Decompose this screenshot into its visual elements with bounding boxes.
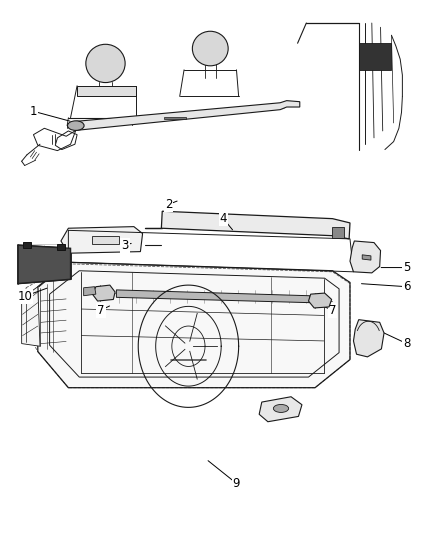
Polygon shape xyxy=(77,86,136,96)
Text: 1: 1 xyxy=(30,105,37,118)
Polygon shape xyxy=(161,211,350,239)
Polygon shape xyxy=(259,397,302,422)
Polygon shape xyxy=(92,285,115,301)
Polygon shape xyxy=(362,255,371,260)
Polygon shape xyxy=(18,245,71,284)
Text: 5: 5 xyxy=(403,261,410,274)
Polygon shape xyxy=(61,227,143,253)
Ellipse shape xyxy=(273,405,289,413)
Polygon shape xyxy=(359,43,392,70)
Polygon shape xyxy=(76,101,300,131)
Bar xyxy=(332,227,344,238)
Ellipse shape xyxy=(67,121,84,131)
Text: 4: 4 xyxy=(219,212,227,225)
Bar xyxy=(57,244,65,251)
Polygon shape xyxy=(21,287,40,346)
Bar xyxy=(164,117,186,119)
Polygon shape xyxy=(117,290,310,303)
Bar xyxy=(23,242,31,248)
Polygon shape xyxy=(38,262,350,387)
Text: 9: 9 xyxy=(233,477,240,490)
Text: 6: 6 xyxy=(403,280,410,293)
Text: 7: 7 xyxy=(329,304,336,317)
Polygon shape xyxy=(353,320,384,357)
Polygon shape xyxy=(308,293,332,308)
Ellipse shape xyxy=(192,31,228,66)
Polygon shape xyxy=(92,236,119,244)
Polygon shape xyxy=(84,287,96,296)
Text: 2: 2 xyxy=(165,198,173,211)
Text: 10: 10 xyxy=(17,290,32,303)
Ellipse shape xyxy=(86,44,125,83)
Text: 3: 3 xyxy=(121,239,129,252)
Polygon shape xyxy=(350,241,381,273)
Text: 8: 8 xyxy=(403,337,410,350)
Text: 7: 7 xyxy=(97,304,105,317)
